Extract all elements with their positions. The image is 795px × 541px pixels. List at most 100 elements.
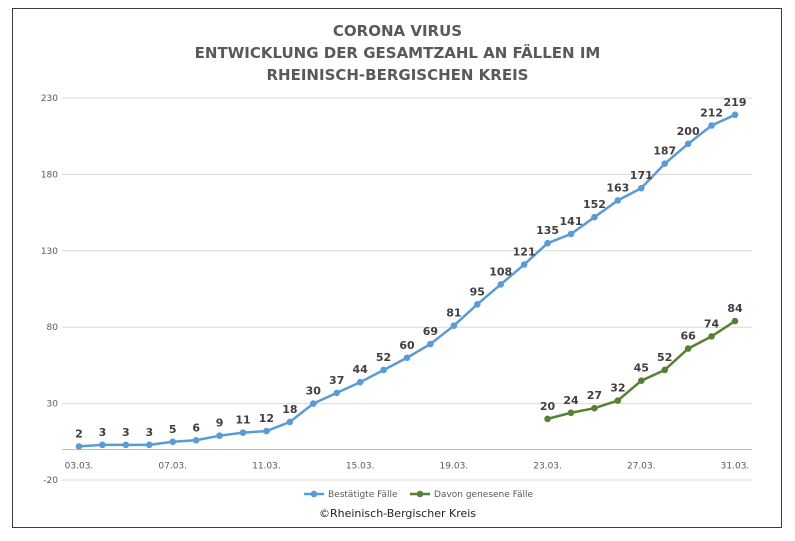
data-label: 81: [446, 307, 461, 320]
y-tick-label: 130: [41, 247, 58, 257]
data-label: 27: [587, 389, 602, 402]
data-point: [731, 111, 739, 119]
data-label: 95: [470, 285, 485, 298]
data-label: 74: [704, 317, 720, 330]
data-point: [380, 366, 387, 374]
y-tick-label: 80: [47, 323, 59, 333]
chart-title-line-1: CORONA VIRUS: [332, 22, 463, 40]
data-point: [731, 317, 739, 325]
data-label: 24: [563, 394, 579, 407]
data-point: [192, 436, 200, 444]
chart-title-line-2: ENTWICKLUNG DER GESAMTZAHL AN FÄLLEN IM: [194, 44, 601, 62]
data-label: 45: [634, 362, 649, 375]
data-label: 163: [606, 181, 629, 194]
data-point: [145, 441, 153, 449]
copyright-note: ©Rheinisch-Bergischer Kreis: [318, 507, 477, 520]
data-point: [75, 443, 83, 450]
chart-title-line-3: RHEINISCH-BERGISCHEN KREIS: [266, 66, 529, 84]
x-tick-label: 23.03.: [533, 461, 562, 471]
data-label: 32: [610, 382, 625, 395]
x-tick-label: 03.03.: [65, 461, 94, 471]
data-label: 108: [489, 265, 512, 278]
data-label: 44: [352, 363, 368, 376]
y-tick-label: 230: [41, 94, 58, 104]
data-point: [567, 409, 575, 417]
data-point: [637, 184, 645, 192]
data-label: 2: [75, 427, 83, 440]
data-point: [567, 230, 575, 238]
data-point: [263, 427, 270, 435]
x-tick-label: 27.03.: [627, 461, 656, 471]
data-label: 9: [216, 417, 224, 430]
data-label: 171: [630, 169, 653, 182]
data-point: [520, 261, 528, 268]
x-tick-label: 31.03.: [721, 461, 750, 471]
data-point: [169, 438, 177, 446]
data-point: [591, 213, 598, 221]
data-label: 37: [329, 374, 344, 387]
data-point: [544, 239, 551, 247]
legend-marker-2: [416, 490, 424, 498]
y-tick-label: -20: [43, 476, 58, 486]
data-point: [473, 300, 481, 308]
x-tick-label: 19.03.: [440, 461, 469, 471]
data-label: 60: [399, 339, 415, 352]
y-tick-label: 30: [47, 400, 59, 410]
series-line-1: [78, 113, 736, 448]
data-label: 135: [536, 224, 559, 237]
data-label: 11: [235, 414, 250, 427]
data-label: 69: [423, 325, 438, 338]
data-label: 212: [700, 107, 723, 120]
legend-marker-1: [310, 490, 318, 498]
x-tick-label: 15.03.: [346, 461, 375, 471]
data-point: [450, 322, 458, 329]
data-point: [637, 377, 645, 384]
data-label: 20: [540, 400, 556, 413]
data-label: 187: [653, 145, 676, 158]
data-label: 6: [192, 421, 200, 434]
data-point: [684, 345, 692, 352]
data-label: 12: [259, 412, 274, 425]
data-label: 3: [122, 426, 130, 439]
legend-label-1: Bestätigte Fälle: [328, 490, 398, 500]
data-label: 18: [282, 403, 297, 416]
data-label: 152: [583, 198, 606, 211]
data-label: 219: [724, 96, 747, 109]
data-point: [122, 441, 130, 449]
data-label: 121: [513, 246, 536, 259]
x-tick-label: 07.03.: [158, 461, 187, 471]
data-point: [216, 432, 223, 439]
data-point: [591, 404, 598, 412]
data-point: [661, 366, 669, 374]
data-point: [239, 429, 247, 436]
data-point: [614, 197, 622, 204]
data-point: [661, 160, 669, 168]
data-label: 3: [99, 426, 107, 439]
data-point: [708, 122, 715, 129]
data-point: [497, 281, 505, 288]
data-label: 5: [169, 423, 177, 436]
data-point: [99, 441, 106, 449]
data-point: [309, 400, 317, 407]
data-label: 84: [727, 302, 743, 315]
x-tick-label: 11.03.: [252, 461, 281, 471]
data-point: [286, 418, 294, 426]
y-tick-label: 180: [41, 170, 58, 180]
data-point: [356, 378, 364, 386]
data-point: [333, 389, 341, 397]
data-label: 3: [145, 426, 153, 439]
data-label: 141: [560, 215, 583, 228]
data-label: 52: [657, 351, 672, 364]
data-point: [427, 340, 434, 348]
chart-frame: [12, 8, 782, 528]
data-label: 200: [677, 125, 700, 138]
data-label: 30: [306, 385, 322, 398]
data-label: 52: [376, 351, 391, 364]
data-point: [544, 415, 551, 423]
data-point: [403, 354, 411, 362]
data-point: [708, 333, 715, 340]
legend-label-2: Davon genesene Fälle: [434, 490, 534, 500]
data-point: [684, 140, 692, 148]
data-point: [614, 397, 622, 404]
